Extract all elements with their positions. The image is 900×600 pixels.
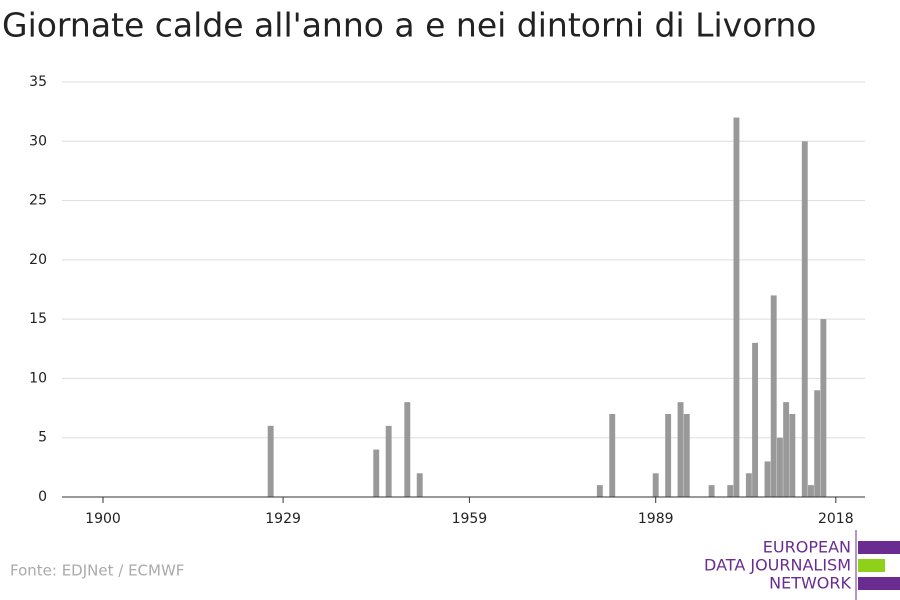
bar [733, 117, 740, 498]
bar [776, 437, 783, 497]
y-tick-label: 35 [29, 74, 47, 90]
x-tick-label: 1929 [265, 511, 301, 527]
bar [801, 141, 808, 498]
x-tick-label: 2018 [818, 511, 854, 527]
logo-stripe [858, 541, 900, 554]
bar [652, 473, 659, 497]
logo-text: NETWORK [769, 574, 851, 593]
bar [596, 485, 603, 497]
bar [808, 485, 814, 497]
y-tick-label: 25 [29, 193, 47, 209]
bar [708, 485, 715, 497]
bar [752, 342, 759, 497]
bar [385, 425, 392, 497]
bar [789, 414, 796, 497]
logo-stripe [858, 559, 885, 572]
bar [665, 414, 672, 497]
chart-title: Giornate calde all'anno a e nei dintorni… [2, 6, 817, 45]
bar [373, 449, 380, 497]
y-tick-label: 10 [29, 370, 47, 386]
y-tick-label: 0 [38, 489, 47, 505]
bar [814, 390, 821, 497]
y-tick-label: 30 [29, 133, 47, 149]
logo-stripe [858, 577, 900, 590]
y-tick-label: 5 [38, 430, 47, 446]
bar [404, 402, 411, 497]
y-tick-label: 15 [29, 311, 47, 327]
bar [727, 485, 734, 497]
bar [677, 402, 684, 497]
bar [783, 402, 790, 497]
bar [267, 425, 274, 497]
bar [820, 319, 827, 497]
x-tick-label: 1989 [638, 511, 674, 527]
x-tick-label: 1959 [452, 511, 488, 527]
bar [609, 414, 616, 497]
x-tick-label: 1900 [85, 511, 121, 527]
bar [770, 295, 777, 497]
bar [683, 414, 690, 497]
bar [764, 461, 771, 497]
logo-text: DATA JOURNALISM [704, 556, 851, 575]
bar [745, 473, 752, 497]
source: Fonte: EDJNet / ECMWF [10, 562, 184, 580]
bar [416, 473, 423, 497]
y-tick-label: 20 [29, 252, 47, 268]
logo-text: EUROPEAN [763, 538, 851, 557]
